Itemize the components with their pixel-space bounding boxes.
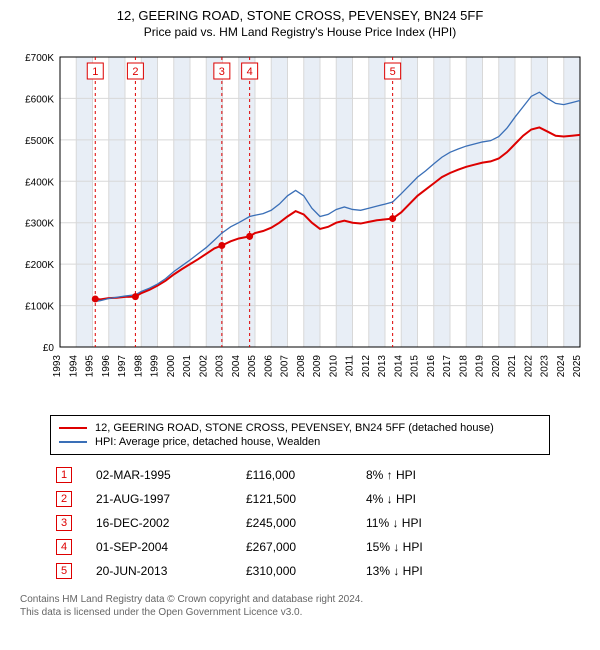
transaction-marker: 4 bbox=[56, 539, 72, 555]
transaction-price: £245,000 bbox=[240, 511, 360, 535]
svg-text:2023: 2023 bbox=[540, 355, 551, 378]
svg-text:1: 1 bbox=[92, 66, 98, 78]
svg-text:£600K: £600K bbox=[25, 94, 54, 105]
transaction-row: 1 02-MAR-1995£116,0008% ↑ HPI bbox=[50, 463, 550, 487]
page-title: 12, GEERING ROAD, STONE CROSS, PEVENSEY,… bbox=[10, 8, 590, 23]
transaction-price: £310,000 bbox=[240, 559, 360, 583]
transaction-diff: 15% ↓ HPI bbox=[360, 535, 550, 559]
transaction-marker: 5 bbox=[56, 563, 72, 579]
transaction-date: 16-DEC-2002 bbox=[90, 511, 240, 535]
svg-text:2001: 2001 bbox=[182, 355, 193, 378]
transaction-marker: 3 bbox=[56, 515, 72, 531]
transaction-marker: 2 bbox=[56, 491, 72, 507]
svg-text:2013: 2013 bbox=[377, 355, 388, 378]
svg-text:£0: £0 bbox=[43, 343, 55, 354]
svg-text:2018: 2018 bbox=[458, 355, 469, 378]
svg-text:£100K: £100K bbox=[25, 302, 54, 313]
svg-text:£400K: £400K bbox=[25, 177, 54, 188]
transaction-row: 3 16-DEC-2002£245,00011% ↓ HPI bbox=[50, 511, 550, 535]
svg-text:2015: 2015 bbox=[410, 355, 421, 378]
transaction-diff: 11% ↓ HPI bbox=[360, 511, 550, 535]
svg-text:1994: 1994 bbox=[68, 355, 79, 378]
svg-text:2016: 2016 bbox=[426, 355, 437, 378]
svg-text:4: 4 bbox=[247, 66, 253, 78]
price-chart: £0 £100K £200K £300K £400K £500K £600K £700K 199… bbox=[10, 47, 590, 407]
footer-line: This data is licensed under the Open Gov… bbox=[20, 606, 590, 619]
svg-text:2024: 2024 bbox=[556, 355, 567, 378]
svg-text:5: 5 bbox=[390, 66, 396, 78]
svg-text:2012: 2012 bbox=[361, 355, 372, 378]
transaction-row: 5 20-JUN-2013£310,00013% ↓ HPI bbox=[50, 559, 550, 583]
footer-line: Contains HM Land Registry data © Crown c… bbox=[20, 593, 590, 606]
transaction-row: 2 21-AUG-1997£121,5004% ↓ HPI bbox=[50, 487, 550, 511]
svg-text:£200K: £200K bbox=[25, 260, 54, 271]
svg-text:2009: 2009 bbox=[312, 355, 323, 378]
svg-text:2011: 2011 bbox=[345, 355, 356, 377]
transaction-row: 4 01-SEP-2004£267,00015% ↓ HPI bbox=[50, 535, 550, 559]
svg-text:3: 3 bbox=[219, 66, 225, 78]
svg-text:2017: 2017 bbox=[442, 355, 453, 378]
svg-text:2014: 2014 bbox=[393, 355, 404, 378]
transactions-table: 1 02-MAR-1995£116,0008% ↑ HPI 2 21-AUG-1997… bbox=[50, 463, 550, 583]
legend-swatch bbox=[59, 427, 87, 429]
svg-text:2008: 2008 bbox=[296, 355, 307, 378]
transaction-price: £267,000 bbox=[240, 535, 360, 559]
legend: 12, GEERING ROAD, STONE CROSS, PEVENSEY,… bbox=[50, 415, 550, 455]
transaction-diff: 4% ↓ HPI bbox=[360, 487, 550, 511]
svg-text:1996: 1996 bbox=[101, 355, 112, 378]
legend-item: HPI: Average price, detached house, Weal… bbox=[59, 436, 541, 448]
svg-text:1995: 1995 bbox=[85, 355, 96, 378]
svg-text:1999: 1999 bbox=[150, 355, 161, 378]
transaction-diff: 8% ↑ HPI bbox=[360, 463, 550, 487]
transaction-date: 21-AUG-1997 bbox=[90, 487, 240, 511]
legend-label: HPI: Average price, detached house, Weal… bbox=[95, 436, 320, 448]
attribution-footer: Contains HM Land Registry data © Crown c… bbox=[20, 593, 590, 619]
transaction-date: 20-JUN-2013 bbox=[90, 559, 240, 583]
svg-text:2002: 2002 bbox=[198, 355, 209, 378]
svg-text:2004: 2004 bbox=[231, 355, 242, 378]
transaction-price: £116,000 bbox=[240, 463, 360, 487]
svg-text:2005: 2005 bbox=[247, 355, 258, 378]
svg-text:2006: 2006 bbox=[263, 355, 274, 378]
svg-text:£500K: £500K bbox=[25, 136, 54, 147]
transaction-date: 01-SEP-2004 bbox=[90, 535, 240, 559]
legend-label: 12, GEERING ROAD, STONE CROSS, PEVENSEY,… bbox=[95, 422, 494, 434]
legend-swatch bbox=[59, 441, 87, 442]
chart-svg: £0 £100K £200K £300K £400K £500K £600K £700K 199… bbox=[10, 47, 590, 407]
transaction-price: £121,500 bbox=[240, 487, 360, 511]
svg-text:2003: 2003 bbox=[215, 355, 226, 378]
svg-text:1997: 1997 bbox=[117, 355, 128, 378]
svg-text:2007: 2007 bbox=[280, 355, 291, 378]
svg-text:2020: 2020 bbox=[491, 355, 502, 378]
page-subtitle: Price paid vs. HM Land Registry's House … bbox=[10, 25, 590, 39]
svg-text:2025: 2025 bbox=[572, 355, 583, 378]
svg-text:2022: 2022 bbox=[523, 355, 534, 378]
svg-text:2000: 2000 bbox=[166, 355, 177, 378]
svg-text:2021: 2021 bbox=[507, 355, 518, 378]
transaction-marker: 1 bbox=[56, 467, 72, 483]
transaction-date: 02-MAR-1995 bbox=[90, 463, 240, 487]
svg-text:£700K: £700K bbox=[25, 53, 54, 64]
svg-text:1993: 1993 bbox=[52, 355, 63, 378]
transaction-diff: 13% ↓ HPI bbox=[360, 559, 550, 583]
svg-text:2: 2 bbox=[132, 66, 138, 78]
svg-text:2019: 2019 bbox=[475, 355, 486, 378]
svg-text:1998: 1998 bbox=[133, 355, 144, 378]
svg-text:2010: 2010 bbox=[328, 355, 339, 378]
legend-item: 12, GEERING ROAD, STONE CROSS, PEVENSEY,… bbox=[59, 422, 541, 434]
svg-text:£300K: £300K bbox=[25, 219, 54, 230]
